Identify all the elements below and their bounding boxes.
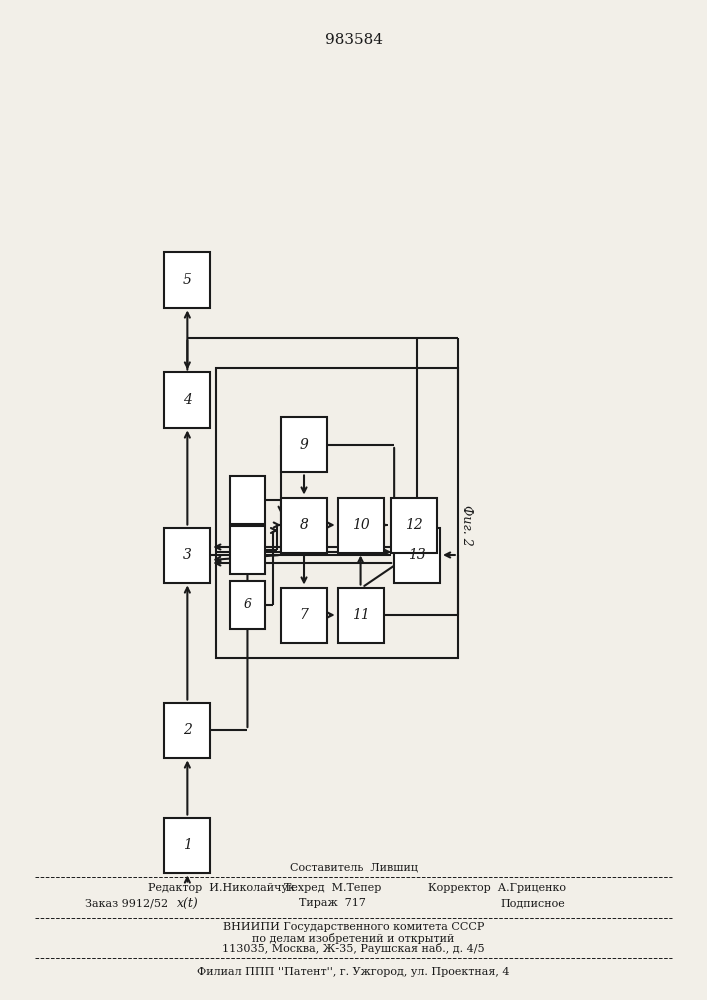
Bar xyxy=(164,372,211,428)
Bar xyxy=(230,581,265,629)
Bar xyxy=(164,252,211,308)
Text: 12: 12 xyxy=(404,518,423,532)
Bar xyxy=(390,498,437,552)
Text: Заказ 9912/52: Заказ 9912/52 xyxy=(85,898,168,908)
Text: Корректор  А.Гриценко: Корректор А.Гриценко xyxy=(428,883,566,893)
Text: 10: 10 xyxy=(351,518,370,532)
Text: 2: 2 xyxy=(183,723,192,737)
Text: 9: 9 xyxy=(300,438,308,452)
Bar xyxy=(338,587,384,643)
Text: Тираж  717: Тираж 717 xyxy=(299,898,366,908)
Text: 7: 7 xyxy=(300,608,308,622)
Text: Подписное: Подписное xyxy=(501,898,566,908)
Text: Редактор  И.Николайчук: Редактор И.Николайчук xyxy=(148,883,296,893)
Text: Техред  М.Тепер: Техред М.Тепер xyxy=(284,883,381,893)
Text: Фиг. 2: Фиг. 2 xyxy=(460,505,473,545)
Bar xyxy=(230,526,265,574)
Bar xyxy=(164,528,211,582)
Bar xyxy=(216,367,458,658)
Text: 5: 5 xyxy=(183,273,192,287)
Bar xyxy=(164,818,211,872)
Text: 1: 1 xyxy=(183,838,192,852)
Text: 3: 3 xyxy=(183,548,192,562)
Bar xyxy=(395,528,440,582)
Bar xyxy=(281,417,327,472)
Text: 983584: 983584 xyxy=(325,33,382,47)
Text: Филиал ППП ''Патент'', г. Ужгород, ул. Проектная, 4: Филиал ППП ''Патент'', г. Ужгород, ул. П… xyxy=(197,967,510,977)
Bar xyxy=(338,498,384,552)
Text: по делам изобретений и открытий: по делам изобретений и открытий xyxy=(252,932,455,944)
Bar xyxy=(164,702,211,758)
Text: 4: 4 xyxy=(183,393,192,407)
Text: 113035, Москва, Ж-35, Раушская наб., д. 4/5: 113035, Москва, Ж-35, Раушская наб., д. … xyxy=(222,944,485,954)
Bar xyxy=(281,498,327,552)
Text: 11: 11 xyxy=(351,608,370,622)
Text: 6: 6 xyxy=(243,598,252,611)
Text: ВНИИПИ Государственного комитета СССР: ВНИИПИ Государственного комитета СССР xyxy=(223,922,484,932)
Text: 8: 8 xyxy=(300,518,308,532)
Bar xyxy=(230,476,265,524)
Text: 13: 13 xyxy=(408,548,426,562)
Bar xyxy=(281,587,327,643)
Text: x(t): x(t) xyxy=(177,898,198,910)
Text: Составитель  Лившиц: Составитель Лившиц xyxy=(289,862,418,872)
